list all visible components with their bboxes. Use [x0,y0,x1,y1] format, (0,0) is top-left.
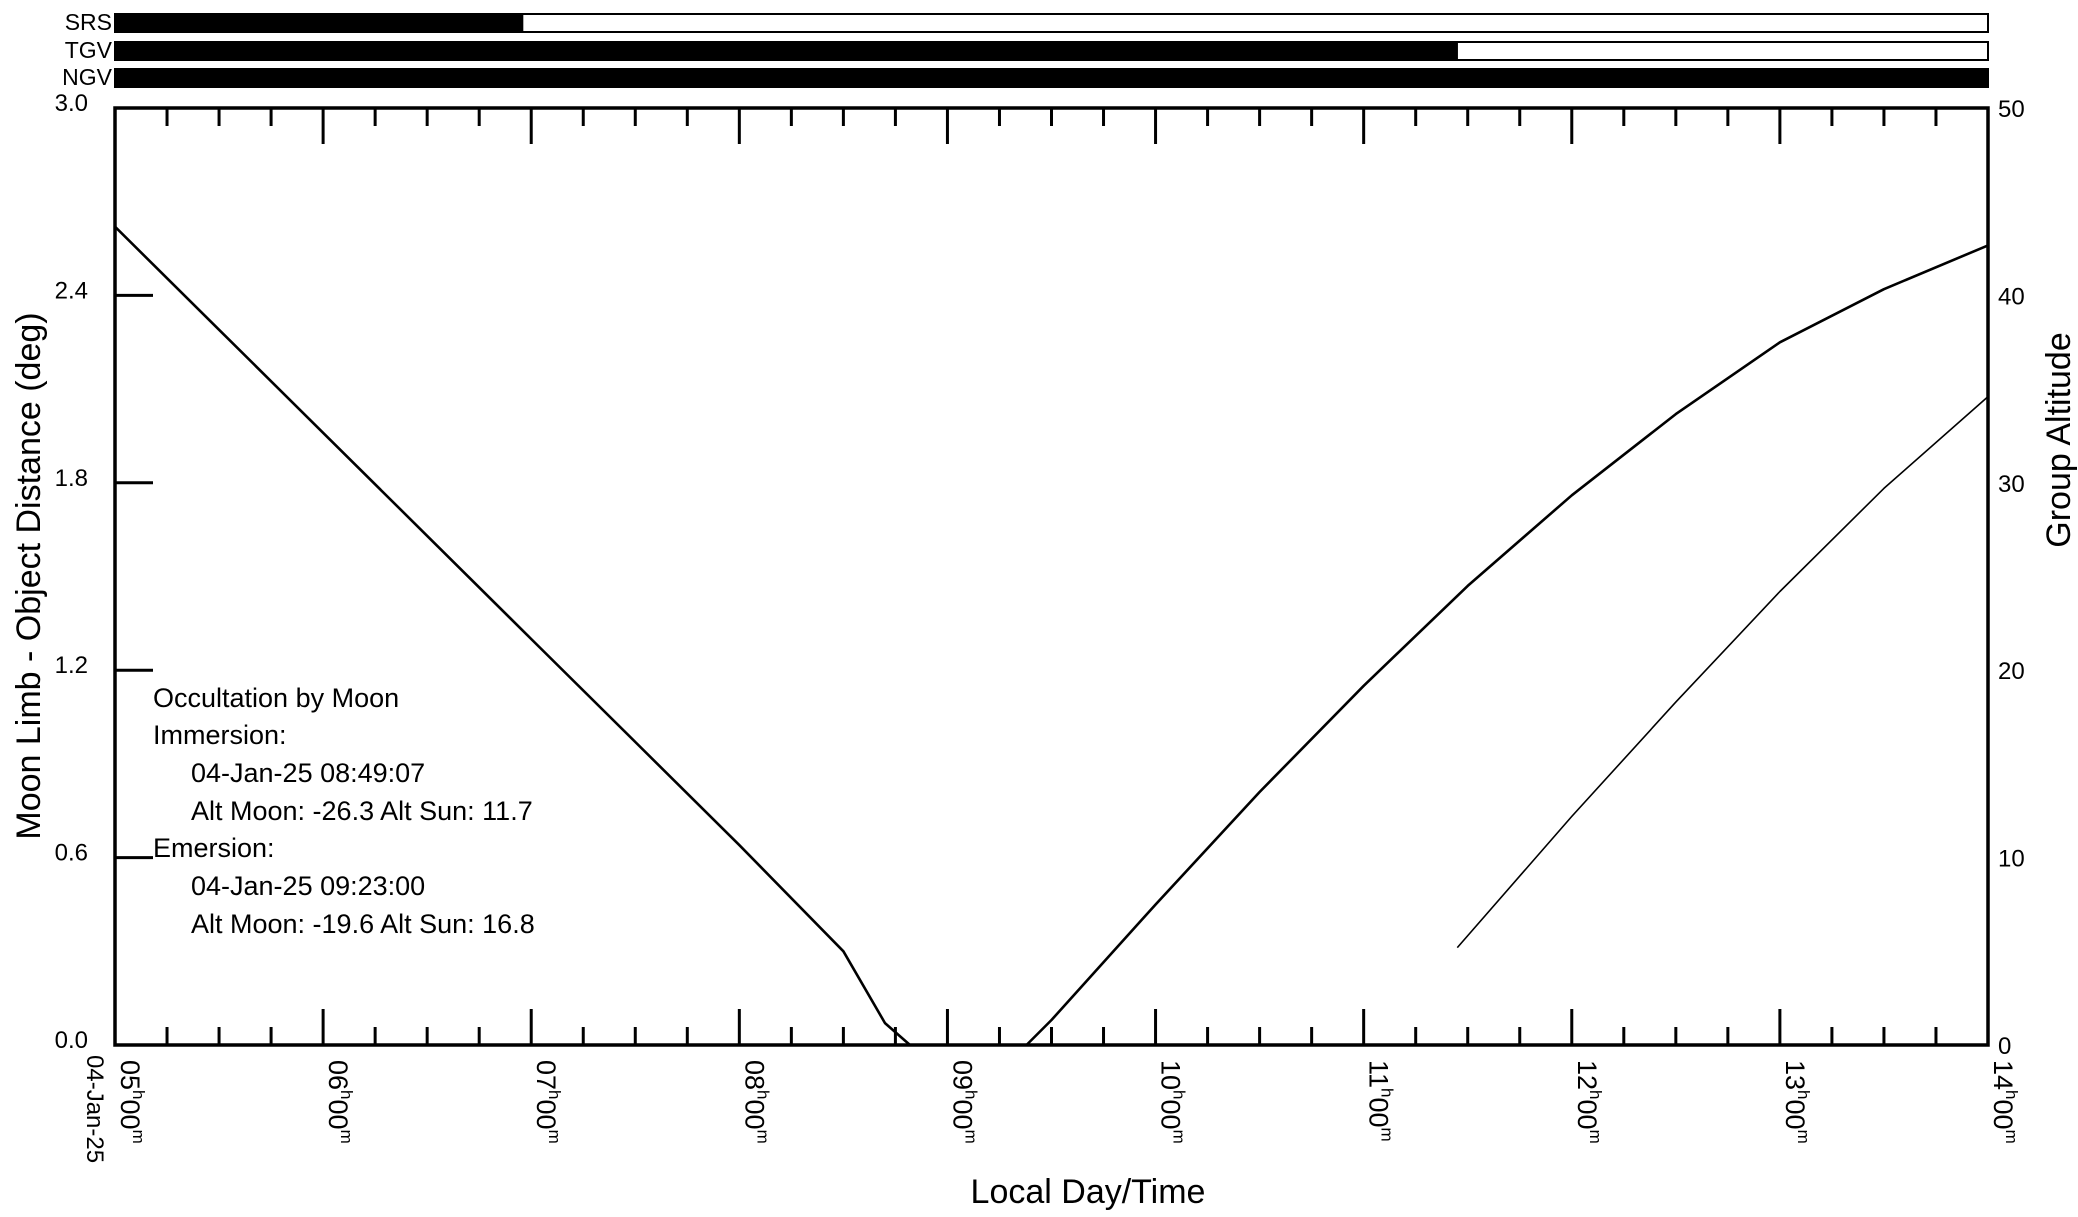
series-line-altitude [1456,395,1989,949]
right-tick-label: 40 [1998,283,2025,310]
x-axis-label: Local Day/Time [971,1173,1206,1211]
right-axis-tick-labels: 50 40 30 20 10 0 [1998,96,2025,1060]
time-tick-label: 07h00m [531,1060,564,1144]
right-tick-label: 10 [1998,846,2025,873]
time-tick-label: 10h00m [1156,1060,1189,1144]
right-tick-label: 0 [1998,1033,2011,1060]
svg-text:07h00m: 07h00m [531,1060,564,1144]
occultation-annotation: Occultation by Moon Immersion: 04-Jan-25… [153,683,535,939]
bar-fill-tgv [115,42,1458,60]
emersion-time: 04-Jan-25 09:23:00 [191,871,425,901]
svg-text:13h00m: 13h00m [1780,1060,1813,1144]
date-label: 04-Jan-25 [81,1055,108,1163]
left-axis-tick-labels: 3.0 2.4 1.8 1.2 0.6 0.0 [55,90,88,1054]
emersion-label: Emersion: [153,833,275,863]
time-tick-label: 14h00m [1988,1060,2021,1144]
series-line-distance [114,225,1989,1047]
time-axis-tick-labels: 05h00m 06h00m 07h00m 08h00m 09h00m 10h00m 11h0… [115,1060,2021,1144]
bar-label-tgv: TGV [65,37,113,63]
svg-text:05h00m: 05h00m [115,1060,148,1144]
right-tick-label: 30 [1998,471,2025,498]
left-tick-label: 1.2 [55,652,88,679]
svg-text:14h00m: 14h00m [1988,1060,2021,1144]
time-tick-label: 09h00m [947,1060,980,1144]
svg-text:12h00m: 12h00m [1572,1060,1605,1144]
bar-label-ngv: NGV [62,64,113,90]
time-tick-label: 05h00m [115,1060,148,1144]
time-tick-label: 08h00m [739,1060,772,1144]
bar-fill-srs [115,14,524,32]
immersion-altitudes: Alt Moon: -26.3 Alt Sun: 11.7 [191,796,533,826]
svg-text:10h00m: 10h00m [1156,1060,1189,1144]
left-tick-label: 1.8 [55,465,88,492]
time-tick-label: 13h00m [1780,1060,1813,1144]
axis-ticks [113,106,1990,1047]
right-tick-label: 50 [1998,96,2025,123]
left-tick-label: 2.4 [55,277,88,304]
svg-text:06h00m: 06h00m [323,1060,356,1144]
left-axis-label: Moon Limb - Object Distance (deg) [10,312,48,839]
immersion-label: Immersion: [153,720,287,750]
annotation-title: Occultation by Moon [153,683,399,713]
time-tick-label: 11h00m [1364,1060,1397,1142]
time-tick-label: 06h00m [323,1060,356,1144]
bar-fill-ngv [115,69,1988,87]
svg-text:09h00m: 09h00m [947,1060,980,1144]
left-tick-label: 0.6 [55,840,88,867]
time-tick-label: 12h00m [1572,1060,1605,1144]
bar-label-srs: SRS [65,9,112,35]
left-tick-label: 0.0 [55,1027,88,1054]
right-tick-label: 20 [1998,658,2025,685]
right-axis-label: Group Altitude [2040,332,2078,547]
emersion-altitudes: Alt Moon: -19.6 Alt Sun: 16.8 [191,909,535,939]
plot-frame [113,106,1990,1047]
immersion-time: 04-Jan-25 08:49:07 [191,758,425,788]
left-tick-label: 3.0 [55,90,88,117]
svg-text:11h00m: 11h00m [1364,1060,1397,1142]
svg-text:08h00m: 08h00m [739,1060,772,1144]
data-series [114,225,1989,1047]
